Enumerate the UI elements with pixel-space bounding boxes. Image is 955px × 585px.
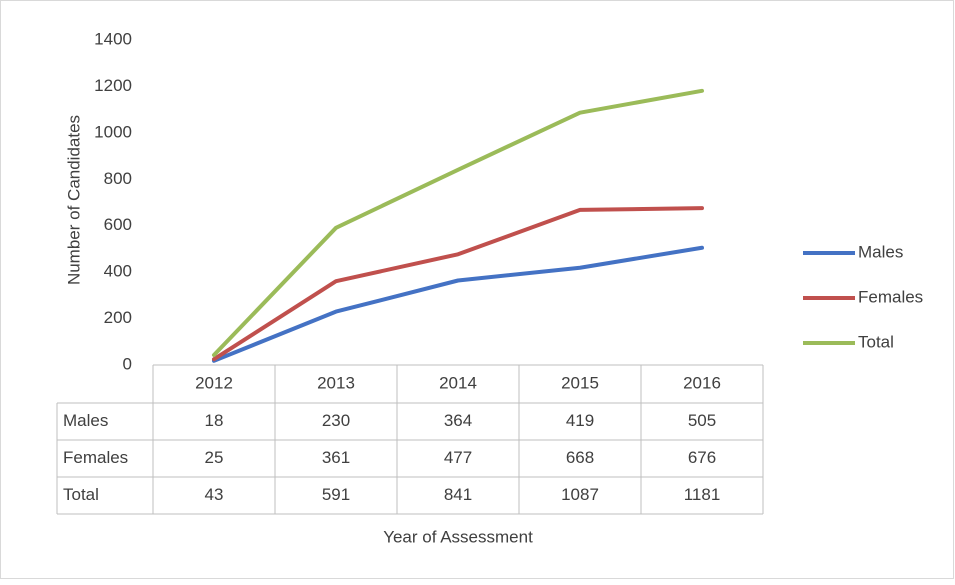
table-value: 477 (444, 448, 472, 467)
table-value: 1087 (561, 485, 599, 504)
table-row-label: Females (63, 448, 128, 467)
table-value: 361 (322, 448, 350, 467)
table-row-label: Total (63, 485, 99, 504)
table-value: 841 (444, 485, 472, 504)
table-value: 43 (205, 485, 224, 504)
table-value: 364 (444, 411, 472, 430)
y-tick-label: 600 (104, 215, 132, 234)
table-value: 505 (688, 411, 716, 430)
table-value: 591 (322, 485, 350, 504)
y-tick-label: 400 (104, 262, 132, 281)
table-value: 1181 (684, 485, 721, 504)
legend-label: Males (858, 242, 903, 261)
table-value: 230 (322, 411, 350, 430)
y-axis-title: Number of Candidates (64, 115, 83, 285)
x-tick-label: 2012 (195, 373, 233, 392)
table-value: 18 (205, 411, 224, 430)
table-value: 676 (688, 448, 716, 467)
table-value: 668 (566, 448, 594, 467)
legend-label: Total (858, 332, 894, 351)
table-row-label: Males (63, 411, 108, 430)
y-tick-label: 0 (123, 354, 132, 373)
x-tick-label: 2015 (561, 373, 599, 392)
series-line (212, 245, 704, 363)
y-tick-label: 1200 (94, 76, 132, 95)
x-tick-label: 2014 (439, 373, 477, 392)
legend-label: Females (858, 287, 923, 306)
y-tick-label: 1400 (94, 29, 132, 48)
x-axis-title: Year of Assessment (383, 527, 533, 546)
table-value: 25 (205, 448, 224, 467)
x-tick-label: 2013 (317, 373, 355, 392)
series-line (212, 88, 704, 358)
y-tick-label: 200 (104, 308, 132, 327)
y-tick-label: 1000 (94, 122, 132, 141)
table-value: 419 (566, 411, 594, 430)
series-line (212, 206, 704, 362)
y-tick-label: 800 (104, 169, 132, 188)
x-tick-label: 2016 (683, 373, 721, 392)
